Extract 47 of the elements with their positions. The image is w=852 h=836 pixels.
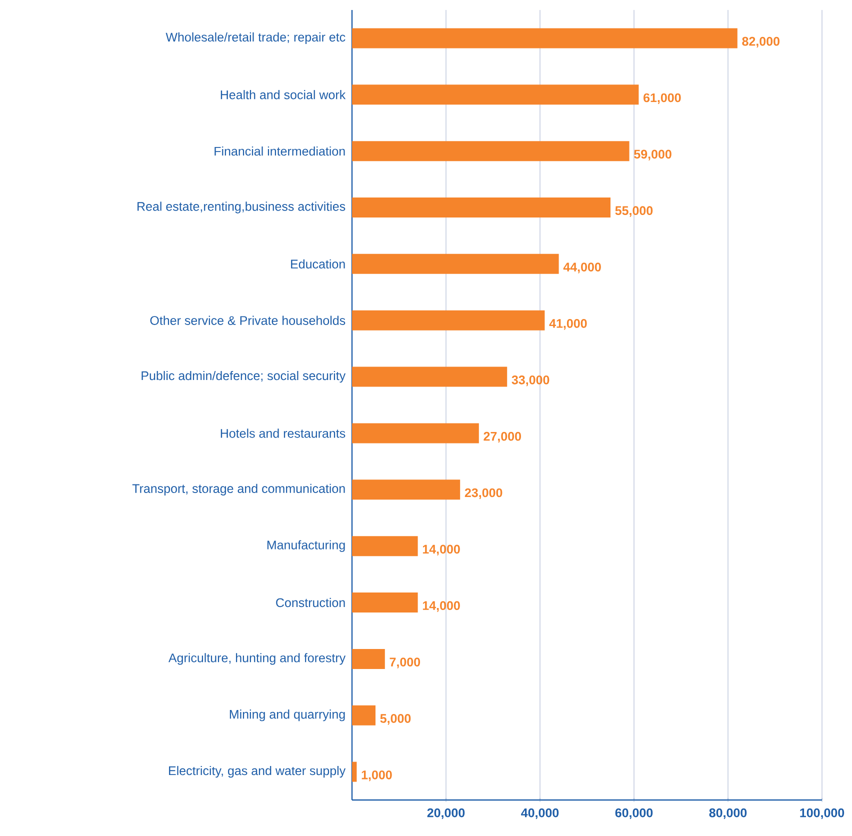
x-tick-label: 40,000 [521,808,559,820]
y-tick-label: Health and social work [220,90,346,100]
bar [352,762,357,782]
y-tick-label: Hotels and restaurants [220,428,346,438]
bar [352,423,479,444]
y-tick-label: Public admin/defence; social security [142,370,346,383]
bar [352,366,508,387]
x-tick-label: 20,000 [427,808,465,820]
bar [352,536,418,556]
x-tick-label: 80,000 [709,808,747,820]
bar [352,648,385,669]
data-label: 61,000 [644,93,681,104]
data-label: 1,000 [362,770,392,782]
bar [352,705,376,726]
y-tick-label: Mining and quarrying [230,710,345,722]
data-label: 33,000 [512,375,550,386]
bar [352,28,738,48]
y-tick-label: Other service & Private households [150,316,346,325]
y-tick-label: Transport, storage and communication [132,484,345,496]
y-tick-label: Agriculture, hunting and forestry [168,653,346,665]
bar [352,592,418,613]
data-label: 27,000 [484,432,521,443]
bar [352,480,460,500]
data-label: 59,000 [634,150,672,160]
y-tick-label: Manufacturing [267,540,345,552]
x-tick-label: 60,000 [615,808,653,820]
bar [352,254,559,274]
y-tick-label: Electricity, gas and water supply [169,766,346,778]
bar [352,141,630,162]
data-label: 55,000 [615,206,653,217]
y-tick-label: Real estate,renting,business activities [138,202,346,214]
data-label: 82,000 [742,36,780,48]
x-tick-label: 100,000 [800,808,844,820]
bar [352,84,639,105]
y-tick-label: Education [291,259,345,269]
y-tick-label: Wholesale/retail trade; repair etc [166,32,346,44]
data-label: 41,000 [549,319,587,330]
data-label: 44,000 [563,262,601,274]
data-label: 5,000 [380,714,411,725]
bar [352,310,545,330]
data-label: 14,000 [422,544,460,556]
data-label: 14,000 [422,601,460,612]
bar [352,198,610,218]
data-label: 7,000 [390,658,420,668]
y-tick-label: Financial intermediation [214,146,345,156]
data-label: 23,000 [464,488,502,499]
y-tick-label: Construction [276,598,345,608]
